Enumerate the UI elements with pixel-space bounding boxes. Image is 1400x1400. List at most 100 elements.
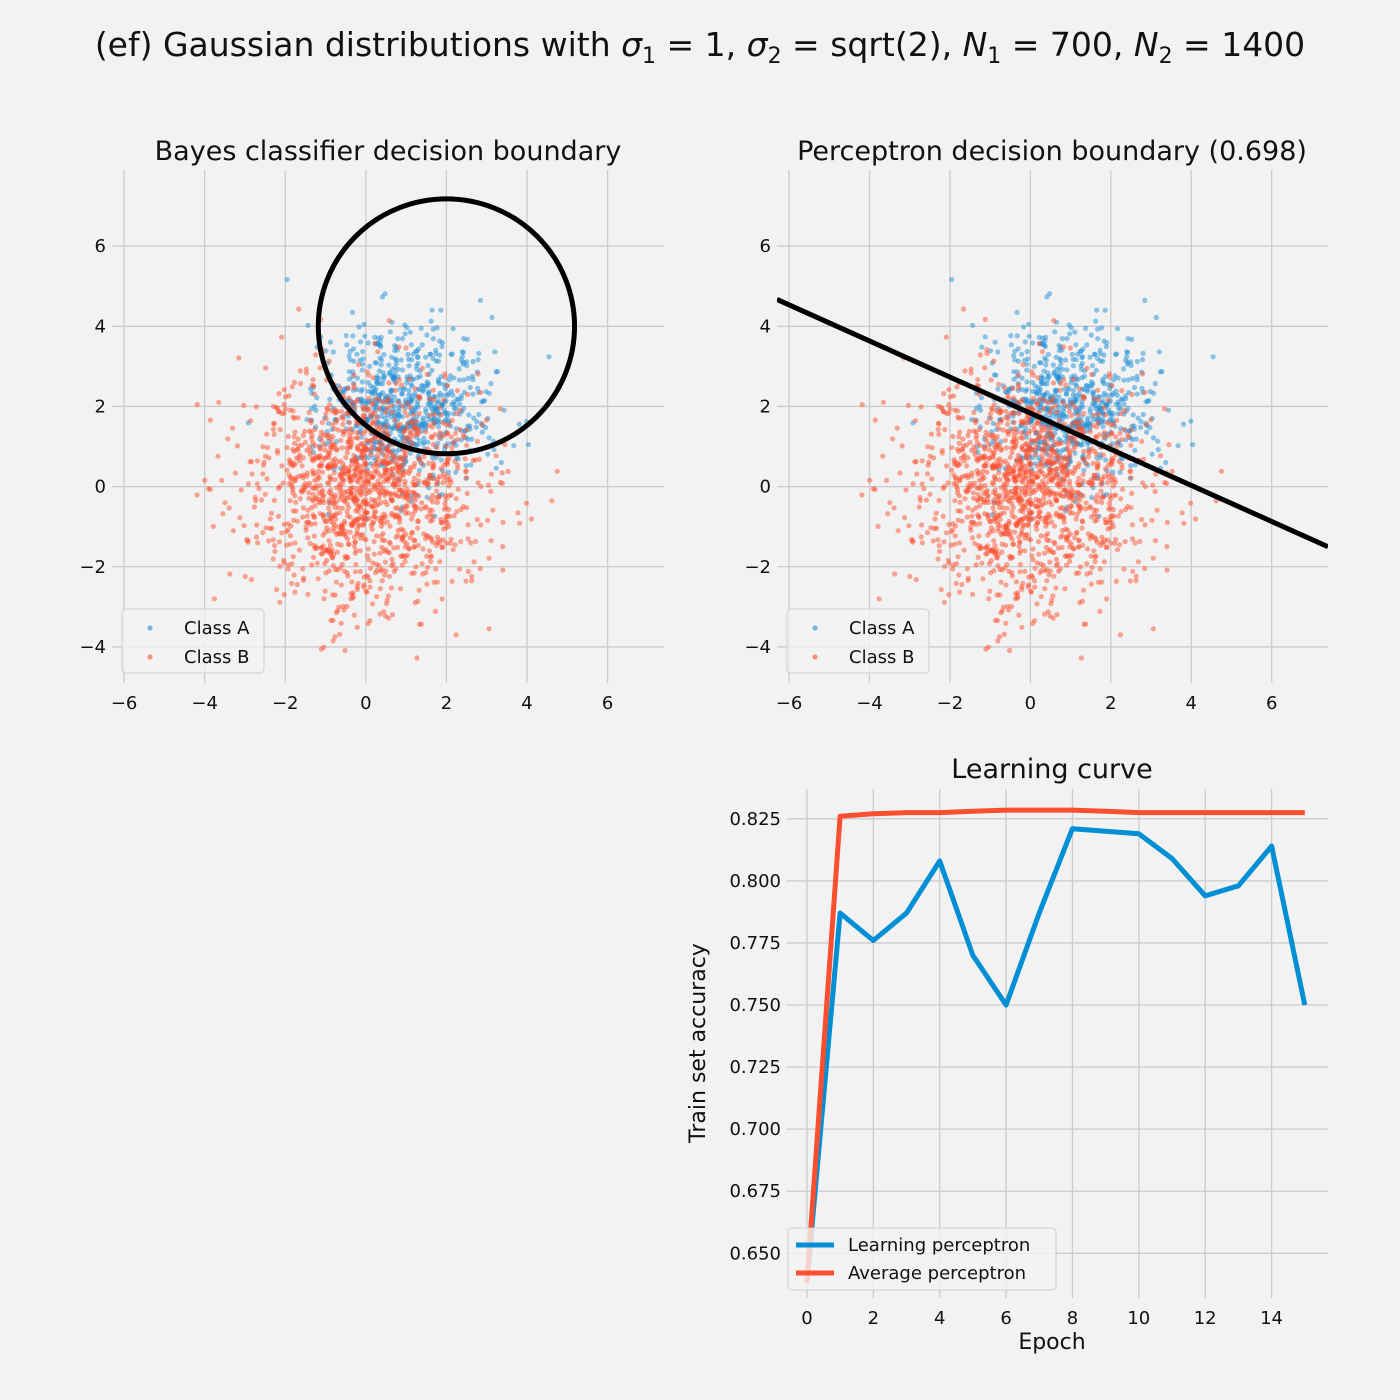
scatter-point <box>1073 342 1079 348</box>
plot-area <box>194 196 578 661</box>
scatter-point <box>969 447 975 453</box>
scatter-point <box>1011 420 1017 426</box>
scatter-point <box>332 477 338 483</box>
scatter-point <box>1094 513 1100 519</box>
scatter-point <box>1000 505 1006 511</box>
scatter-point <box>271 497 277 503</box>
x-tick-label: 6 <box>602 693 613 714</box>
scatter-point <box>1034 391 1040 397</box>
scatter-point <box>419 342 425 348</box>
figure-title-part: 1 <box>987 44 1001 69</box>
scatter-point <box>1095 336 1101 342</box>
scatter-point <box>982 483 988 489</box>
scatter-point <box>1022 548 1028 554</box>
scatter-point <box>281 401 287 408</box>
scatter-point <box>1023 452 1029 458</box>
scatter-point <box>1114 392 1120 398</box>
scatter-point <box>1097 566 1103 572</box>
scatter-point <box>397 586 404 592</box>
scatter-point <box>338 542 344 548</box>
scatter-point <box>464 336 470 342</box>
scatter-point <box>1086 450 1092 456</box>
scatter-point <box>416 410 422 417</box>
scatter-point <box>313 495 319 501</box>
scatter-point <box>360 412 366 418</box>
figure-title-part: σ <box>621 25 643 64</box>
scatter-point <box>384 597 390 603</box>
scatter-point <box>1051 473 1057 479</box>
decision-boundary-circle <box>315 196 578 457</box>
scatter-point <box>338 620 344 626</box>
scatter-point <box>1119 465 1125 471</box>
scatter-point <box>1130 375 1136 381</box>
scatter-point <box>1118 509 1124 515</box>
scatter-point <box>1101 435 1107 441</box>
scatter-point <box>297 368 303 374</box>
scatter-point <box>1011 353 1017 359</box>
scatter-point <box>906 523 912 529</box>
scatter-point <box>939 450 945 456</box>
scatter-point <box>415 598 421 604</box>
scatter-point <box>1017 569 1023 575</box>
scatter-point <box>463 578 469 584</box>
scatter-point <box>300 488 306 494</box>
scatter-point <box>399 336 406 342</box>
scatter-point <box>465 391 471 398</box>
scatter-point <box>941 408 947 415</box>
scatter-point <box>307 451 313 457</box>
scatter-point <box>980 576 986 582</box>
scatter-point <box>1106 500 1112 507</box>
scatter-point <box>464 475 470 481</box>
scatter-point <box>883 477 890 483</box>
scatter-point <box>1036 497 1043 503</box>
scatter-point <box>346 439 352 445</box>
scatter-point <box>1181 520 1187 526</box>
scatter-point <box>294 581 300 588</box>
scatter-point <box>367 584 373 590</box>
scatter-point <box>973 505 979 511</box>
scatter-point <box>1077 564 1083 570</box>
scatter-point <box>950 566 956 572</box>
scatter-point <box>1042 500 1049 506</box>
scatter-point <box>346 369 352 375</box>
scatter-point <box>307 417 313 423</box>
scatter-point <box>1018 530 1024 536</box>
scatter-point <box>329 493 335 500</box>
figure-title-part: = 1, <box>656 25 747 64</box>
scatter-point <box>1051 523 1057 529</box>
scatter-point <box>984 419 990 425</box>
scatter-point <box>352 539 358 545</box>
scatter-point <box>1179 510 1185 516</box>
scatter-point <box>1089 363 1096 369</box>
scatter-point <box>311 514 317 520</box>
scatter-point <box>1101 537 1108 543</box>
scatter-point <box>456 366 462 372</box>
scatter-point <box>461 377 467 383</box>
scatter-point <box>402 409 408 415</box>
scatter-point <box>409 419 415 425</box>
scatter-point <box>306 428 312 434</box>
scatter-point <box>334 549 340 555</box>
scatter-point <box>416 456 422 462</box>
scatter-point <box>997 566 1003 573</box>
scatter-point <box>1040 342 1047 348</box>
scatter-point <box>407 437 413 443</box>
scatter-point <box>370 520 376 527</box>
scatter-point <box>404 503 410 509</box>
scatter-point <box>1032 452 1038 458</box>
scatter-point <box>1037 485 1043 491</box>
scatter-point <box>992 339 998 345</box>
scatter-point <box>232 470 238 476</box>
scatter-point <box>1034 601 1040 607</box>
scatter-point <box>502 442 508 448</box>
scatter-point <box>1065 442 1071 448</box>
scatter-point <box>943 334 949 340</box>
scatter-point <box>924 530 931 536</box>
scatter-point <box>383 409 389 416</box>
scatter-point <box>454 396 460 402</box>
scatter-point <box>1057 566 1063 572</box>
scatter-point <box>288 476 294 482</box>
scatter-point <box>1076 475 1082 481</box>
scatter-point <box>969 513 975 519</box>
scatter-point <box>1069 421 1075 427</box>
